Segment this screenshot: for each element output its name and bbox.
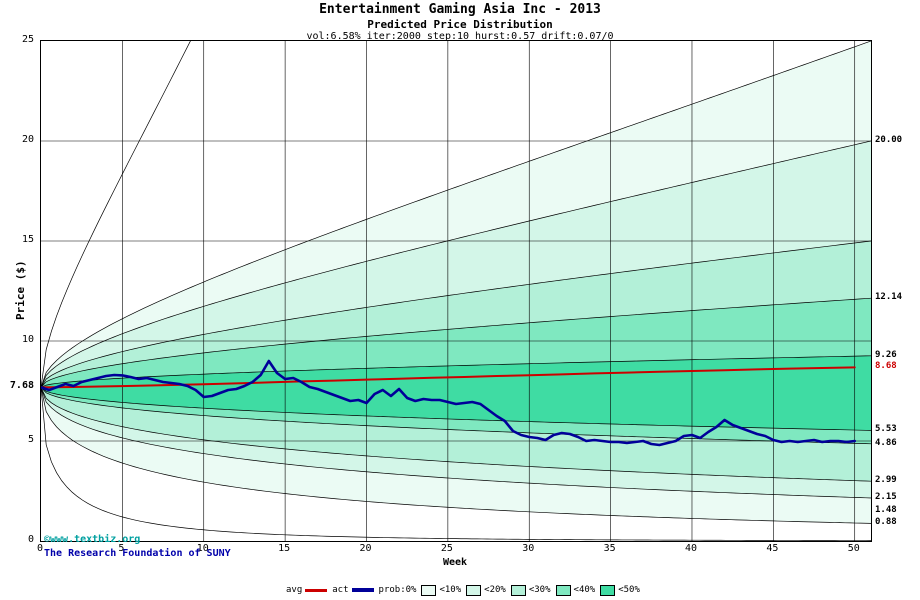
legend-prob: prob:0% bbox=[379, 585, 417, 595]
legend-band-label-1: <10% bbox=[439, 585, 462, 595]
right-axis-label: 9.26 bbox=[875, 349, 897, 360]
legend-avg-label: avg bbox=[286, 585, 303, 595]
x-tick-label: 40 bbox=[684, 543, 697, 554]
right-axis-label: 2.99 bbox=[875, 475, 897, 486]
legend-band-swatch-1 bbox=[421, 584, 437, 596]
y-axis-title: Price ($) bbox=[14, 260, 27, 320]
legend-band-2: <20% bbox=[466, 584, 506, 596]
chart-canvas bbox=[41, 41, 871, 541]
right-axis-label: 4.86 bbox=[875, 437, 897, 448]
right-axis-label: 12.14 bbox=[875, 292, 903, 303]
y-tick-label: 0 bbox=[27, 534, 34, 545]
legend-band-3: <30% bbox=[510, 584, 551, 596]
right-axis-label: 5.53 bbox=[875, 424, 897, 435]
x-tick-label: 50 bbox=[847, 543, 860, 554]
x-axis-title: Week bbox=[442, 557, 468, 568]
legend-band-label-2: <20% bbox=[484, 585, 506, 595]
legend-band-swatch-2 bbox=[466, 584, 482, 596]
legend-band-swatch-5 bbox=[600, 584, 616, 596]
x-tick-label: 30 bbox=[522, 543, 535, 554]
y-tick-label: 10 bbox=[21, 334, 34, 345]
legend-band-1: <10% bbox=[421, 584, 462, 596]
legend-band-label-3: <30% bbox=[528, 585, 551, 595]
legend-act-swatch bbox=[351, 588, 374, 592]
legend-band-4: <40% bbox=[555, 584, 596, 596]
chart-parameters: vol:6.58% iter:2000 step:10 hurst:0.57 d… bbox=[306, 31, 614, 42]
credit-line: The Research Foundation of SUNY bbox=[44, 548, 231, 559]
legend-prob-label: prob:0% bbox=[378, 585, 417, 595]
y-tick-label: 20 bbox=[21, 134, 34, 145]
x-tick-label: 35 bbox=[603, 543, 616, 554]
legend-act-label: act bbox=[332, 585, 349, 595]
legend-band-5: <50% bbox=[600, 584, 640, 596]
x-tick-label: 25 bbox=[440, 543, 453, 554]
legend-act: act bbox=[332, 585, 374, 595]
plot-area bbox=[40, 40, 872, 542]
right-axis-label: 20.00 bbox=[875, 135, 903, 145]
chart-subtitle: Predicted Price Distribution bbox=[367, 18, 553, 31]
x-tick-label: 20 bbox=[359, 543, 372, 554]
legend-band-swatch-3 bbox=[510, 584, 526, 596]
legend-band-label-4: <40% bbox=[573, 585, 596, 595]
legend-band-label-5: <50% bbox=[618, 585, 640, 595]
y-tick-label: 15 bbox=[21, 234, 34, 245]
watermark: ©www.textbiz.org bbox=[44, 534, 141, 545]
right-axis-label: 1.48 bbox=[875, 505, 897, 516]
x-tick-label: 0 bbox=[36, 543, 44, 554]
legend-band-swatch-4 bbox=[555, 584, 571, 596]
y-tick-label: 5 bbox=[27, 434, 34, 445]
chart-legend: avg act prob:0% <10% <20% <30% <40% <50% bbox=[286, 583, 645, 597]
right-axis-label: 0.88 bbox=[875, 517, 897, 528]
y-tick-label: 25 bbox=[21, 34, 34, 45]
right-axis-label: 2.15 bbox=[875, 492, 897, 502]
x-tick-label: 10 bbox=[196, 543, 209, 554]
legend-avg-swatch bbox=[305, 588, 328, 592]
x-tick-label: 45 bbox=[766, 543, 779, 554]
x-tick-label: 15 bbox=[278, 543, 291, 554]
x-tick-label: 5 bbox=[118, 543, 125, 554]
legend-avg: avg bbox=[286, 585, 328, 595]
right-axis-label: 8.68 bbox=[875, 361, 897, 372]
chart-title: Entertainment Gaming Asia Inc - 2013 bbox=[319, 2, 601, 17]
start-price-label: 7.68 bbox=[9, 380, 34, 392]
